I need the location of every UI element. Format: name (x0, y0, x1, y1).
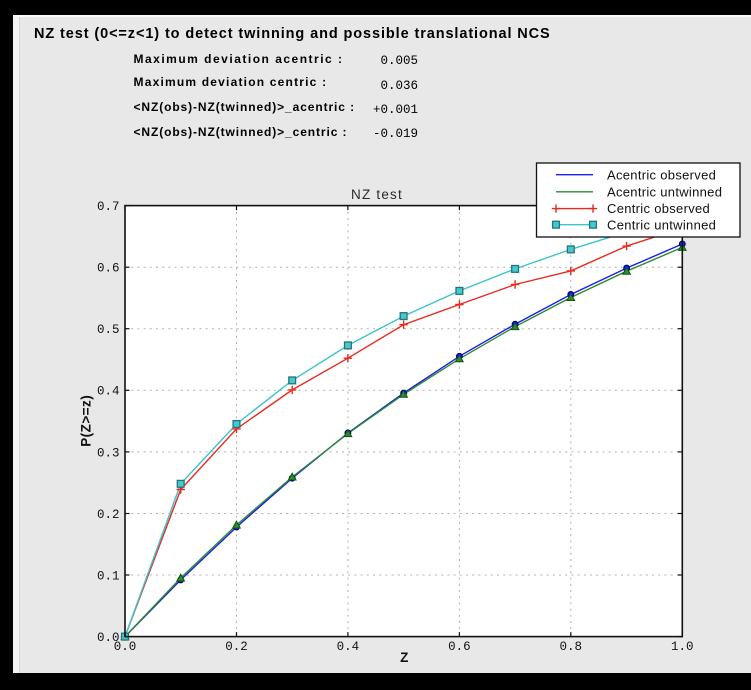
svg-text:Centric untwinned: Centric untwinned (607, 217, 716, 232)
svg-text:Acentric observed: Acentric observed (607, 167, 716, 182)
svg-text:0.5: 0.5 (97, 323, 120, 337)
svg-text:0.0: 0.0 (114, 640, 137, 654)
svg-text:0.7: 0.7 (97, 200, 120, 214)
svg-text:Z: Z (400, 650, 408, 665)
svg-text:0.3: 0.3 (97, 446, 120, 460)
svg-text:0.4: 0.4 (337, 640, 360, 654)
svg-text:0.0: 0.0 (97, 631, 120, 645)
svg-text:0.8: 0.8 (560, 640, 583, 654)
svg-text:Acentric untwinned: Acentric untwinned (607, 184, 722, 199)
svg-text:0.2: 0.2 (225, 640, 248, 654)
svg-text:0.6: 0.6 (448, 640, 471, 654)
svg-text:1.0: 1.0 (671, 640, 694, 654)
svg-text:P(Z>=z): P(Z>=z) (79, 395, 94, 447)
svg-text:0.6: 0.6 (97, 262, 120, 276)
svg-text:Centric observed: Centric observed (607, 201, 710, 216)
svg-text:0.1: 0.1 (97, 569, 120, 583)
svg-text:0.4: 0.4 (97, 385, 120, 399)
svg-text:NZ test: NZ test (351, 187, 403, 202)
svg-text:0.2: 0.2 (97, 508, 120, 522)
